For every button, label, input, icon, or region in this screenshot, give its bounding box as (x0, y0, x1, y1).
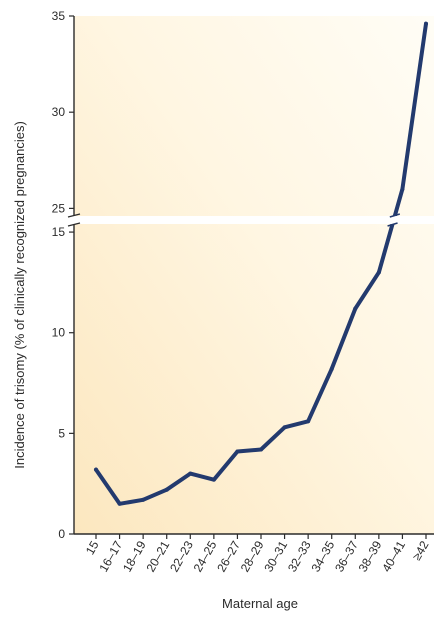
axis-break (66, 213, 438, 227)
data-point (94, 467, 98, 472)
data-point (259, 447, 263, 452)
y-tick-label: 15 (52, 225, 66, 239)
y-tick-label: 30 (52, 105, 66, 119)
axes (73, 16, 434, 535)
x-tick-label: 15 (83, 538, 102, 557)
x-axis-title: Maternal age (222, 596, 298, 611)
y-axis-title: Incidence of trisomy (% of clinically re… (12, 121, 27, 469)
axis-break-slash (67, 213, 81, 218)
plot-background (74, 16, 434, 534)
x-axis-ticks: 1516–1718–1920–2122–2324–2526–2728–2930–… (83, 534, 432, 574)
y-tick-label: 5 (58, 426, 65, 440)
data-point (141, 497, 146, 502)
data-point (400, 187, 405, 192)
data-point (329, 366, 334, 371)
data-point (376, 270, 381, 275)
series-break-slash (387, 222, 398, 227)
x-tick-label: ≥42 (410, 538, 432, 563)
axis-break-slash (67, 222, 81, 227)
data-point (306, 419, 311, 424)
data-point (235, 449, 240, 454)
series-break-slash (389, 213, 401, 218)
axis-break-band (66, 216, 438, 224)
data-point (424, 21, 428, 26)
data-point (188, 471, 193, 476)
data-point (353, 306, 358, 311)
y-tick-label: 35 (52, 9, 66, 23)
data-point (211, 477, 216, 482)
x-tick-label: 40–41 (379, 538, 408, 574)
data-point (164, 487, 169, 492)
series-trisomy-incidence (94, 21, 428, 506)
data-point (117, 501, 122, 506)
y-tick-label: 0 (58, 527, 65, 541)
y-axis-ticks: 0 5 10 15 25 30 35 (52, 9, 74, 541)
data-point (282, 425, 287, 430)
y-tick-label: 25 (52, 201, 66, 215)
y-tick-label: 10 (52, 326, 66, 340)
plot-area (74, 16, 434, 534)
